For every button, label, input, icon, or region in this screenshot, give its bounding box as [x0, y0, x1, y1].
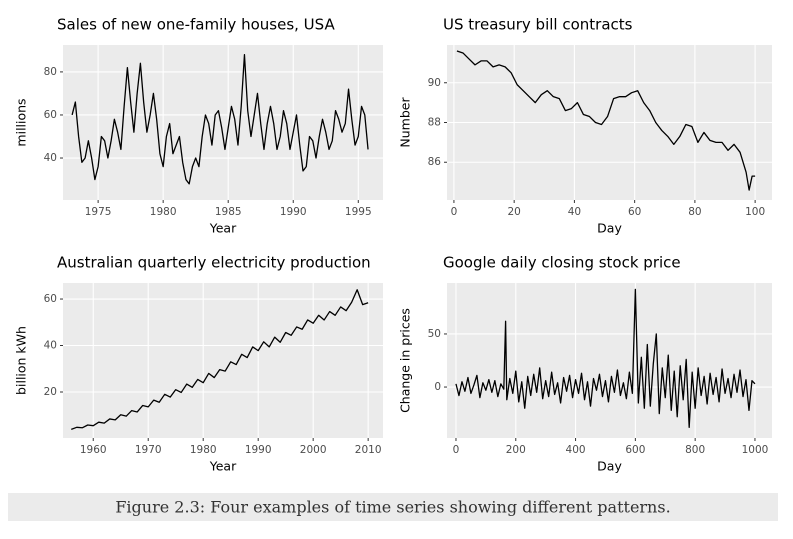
- x-tick-label: 200: [506, 444, 526, 456]
- series-line: [71, 289, 369, 431]
- x-tick-label: 600: [625, 444, 645, 456]
- plot-background: [63, 283, 383, 438]
- y-axis-label: billion kWh: [14, 326, 29, 395]
- x-tick-label: 80: [688, 206, 701, 218]
- x-tick-label: 1990: [280, 206, 307, 218]
- x-tick-label: 1960: [80, 444, 107, 456]
- chart-title: US treasury bill contracts: [443, 16, 633, 34]
- x-tick-label: 1970: [135, 444, 162, 456]
- chart-title: Australian quarterly electricity product…: [57, 254, 371, 272]
- x-tick-label: 20: [507, 206, 520, 218]
- y-tick-label: 60: [44, 109, 57, 121]
- series-line: [71, 54, 369, 185]
- y-tick-label: 0: [434, 381, 441, 393]
- x-tick-label: 1980: [190, 444, 217, 456]
- y-tick-label: 60: [44, 293, 57, 305]
- x-tick-label: 60: [628, 206, 641, 218]
- y-tick-label: 20: [44, 386, 57, 398]
- chart-title: Google daily closing stock price: [443, 254, 681, 272]
- x-tick-label: 1990: [245, 444, 272, 456]
- y-tick-label: 88: [428, 117, 441, 129]
- plot-background: [63, 45, 383, 200]
- y-axis-label: Number: [398, 97, 413, 148]
- x-tick-label: 2000: [300, 444, 327, 456]
- x-tick-label: 400: [566, 444, 586, 456]
- y-tick-label: 90: [428, 77, 441, 89]
- x-tick-label: 0: [451, 206, 458, 218]
- x-tick-label: 0: [453, 444, 460, 456]
- y-axis-label: millions: [14, 98, 29, 146]
- y-axis-label: Change in prices: [398, 308, 413, 413]
- x-axis-label: Year: [209, 459, 237, 474]
- x-axis-label: Day: [597, 221, 622, 236]
- x-tick-label: 1975: [85, 206, 112, 218]
- x-tick-label: 100: [745, 206, 765, 218]
- x-tick-label: 1980: [150, 206, 177, 218]
- x-tick-label: 1000: [742, 444, 769, 456]
- chart-title: Sales of new one-family houses, USA: [57, 16, 335, 34]
- x-tick-label: 800: [685, 444, 705, 456]
- y-tick-label: 86: [428, 156, 442, 168]
- series-line: [455, 288, 756, 429]
- x-axis-label: Year: [209, 221, 237, 236]
- x-tick-label: 1985: [215, 206, 242, 218]
- x-axis-label: Day: [597, 459, 622, 474]
- caption-box: [8, 493, 778, 521]
- caption: Figure 2.3: Four examples of time series…: [115, 498, 670, 517]
- y-tick-label: 50: [428, 328, 441, 340]
- y-tick-label: 40: [44, 152, 57, 164]
- y-tick-label: 80: [44, 66, 57, 78]
- x-tick-label: 40: [568, 206, 581, 218]
- x-tick-label: 1995: [345, 206, 372, 218]
- y-tick-label: 40: [44, 340, 57, 352]
- series-line: [456, 50, 756, 191]
- plot-background: [447, 283, 772, 438]
- x-tick-label: 2010: [355, 444, 382, 456]
